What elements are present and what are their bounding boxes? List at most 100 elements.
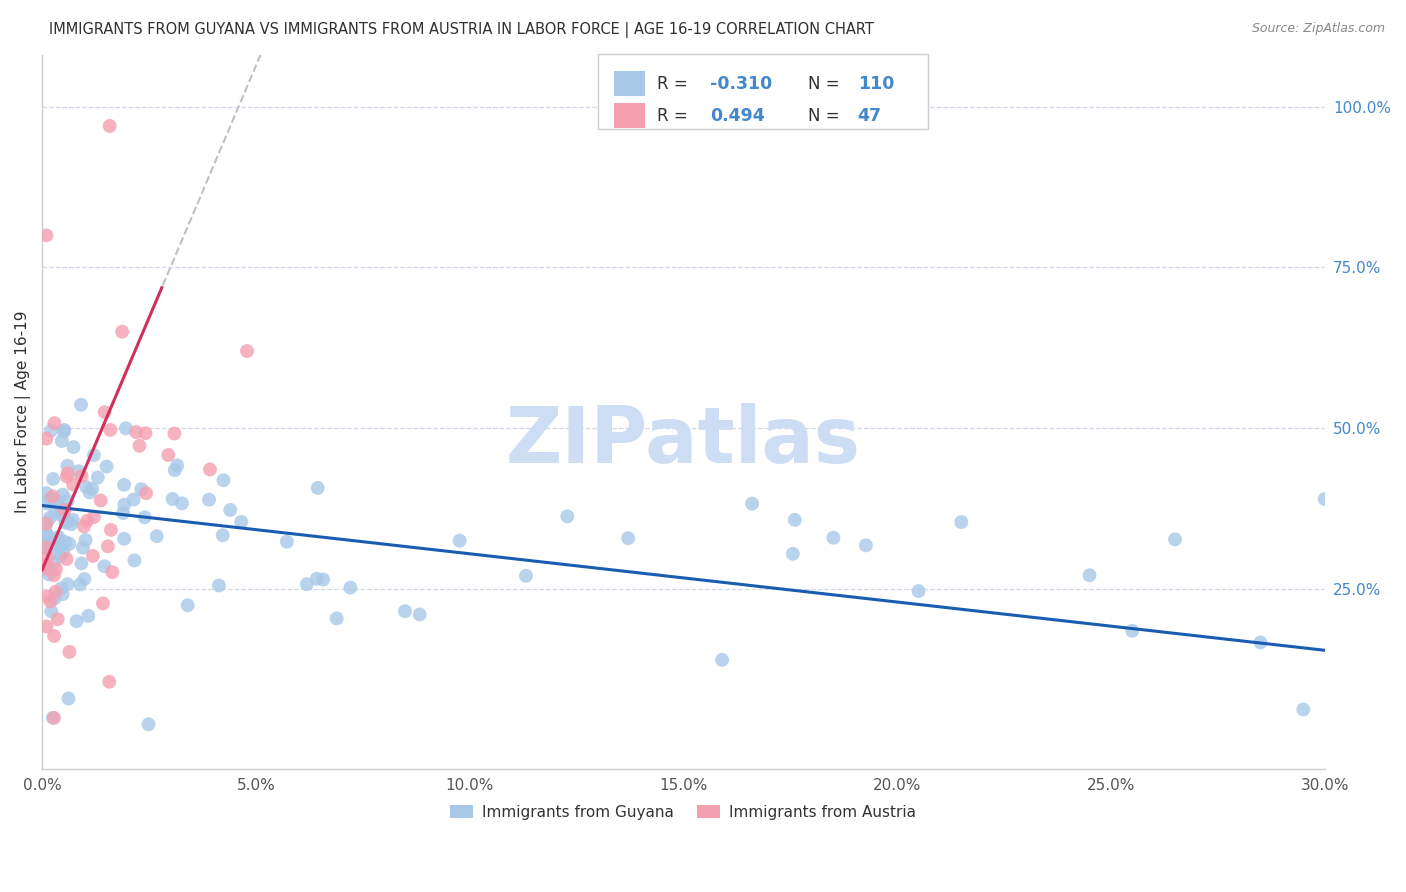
Point: [39, 491, 62, 506]
Point: [52, 544, 75, 558]
Point: [55, 516, 77, 530]
Text: 47: 47: [858, 107, 882, 125]
Point: [449, 533, 471, 548]
Point: [37, 590, 59, 604]
Point: [35, 541, 58, 555]
Point: [53, 503, 76, 517]
Point: [295, 577, 318, 591]
Point: [1121, 624, 1143, 638]
Point: [231, 515, 253, 529]
Point: [93, 559, 115, 574]
Point: [56, 458, 79, 473]
Point: [75, 480, 97, 494]
Point: [46, 546, 69, 560]
Point: [1313, 491, 1336, 506]
Text: R =: R =: [657, 107, 693, 125]
Point: [46, 533, 69, 547]
Point: [112, 506, 135, 520]
Point: [46, 612, 69, 626]
Point: [70, 398, 93, 412]
Point: [42, 711, 65, 725]
Point: [69, 577, 91, 591]
Point: [907, 584, 929, 599]
Point: [134, 510, 156, 524]
Point: [91, 596, 114, 610]
Text: R =: R =: [657, 75, 693, 93]
Point: [741, 497, 763, 511]
Point: [35, 562, 58, 576]
Point: [97, 540, 120, 554]
Point: [35, 516, 58, 531]
Point: [62, 477, 84, 491]
Point: [128, 439, 150, 453]
Point: [45, 562, 67, 576]
Point: [52, 503, 75, 517]
Point: [305, 572, 328, 586]
Point: [65, 614, 87, 628]
Text: 110: 110: [858, 75, 894, 93]
Point: [35, 516, 58, 530]
Point: [111, 325, 134, 339]
Point: [93, 405, 115, 419]
Legend: Immigrants from Guyana, Immigrants from Austria: Immigrants from Guyana, Immigrants from …: [444, 798, 922, 826]
Point: [42, 472, 65, 486]
Text: Source: ZipAtlas.com: Source: ZipAtlas.com: [1251, 22, 1385, 36]
Point: [208, 578, 231, 592]
Point: [58, 691, 80, 706]
Point: [98, 119, 121, 133]
Point: [823, 531, 845, 545]
Point: [98, 674, 121, 689]
Point: [176, 599, 198, 613]
Text: -0.310: -0.310: [710, 75, 772, 93]
Point: [77, 608, 100, 623]
Point: [79, 485, 101, 500]
Point: [90, 493, 112, 508]
Point: [35, 527, 58, 541]
Point: [49, 540, 72, 554]
Point: [617, 531, 640, 545]
Point: [60, 517, 83, 532]
Point: [44, 506, 66, 520]
Point: [325, 611, 347, 625]
Point: [44, 591, 66, 606]
Point: [408, 607, 430, 622]
Point: [122, 492, 145, 507]
Point: [56, 494, 79, 508]
Point: [163, 463, 186, 477]
Point: [39, 604, 62, 618]
Point: [198, 492, 221, 507]
Point: [42, 711, 65, 725]
Point: [138, 717, 160, 731]
Point: [52, 587, 75, 601]
Point: [35, 496, 58, 510]
Point: [855, 538, 877, 552]
Point: [112, 532, 135, 546]
Point: [39, 424, 62, 438]
Point: [58, 537, 80, 551]
Point: [35, 228, 58, 243]
Point: [73, 572, 96, 586]
Point: [339, 581, 361, 595]
Point: [114, 421, 136, 435]
Point: [219, 503, 242, 517]
Point: [163, 426, 186, 441]
Point: [83, 448, 105, 462]
Point: [515, 568, 537, 582]
Point: [1164, 533, 1187, 547]
Point: [145, 529, 167, 543]
Point: [1292, 702, 1315, 716]
Point: [125, 425, 148, 439]
Point: [276, 534, 298, 549]
Point: [70, 557, 93, 571]
Text: 0.494: 0.494: [710, 107, 765, 125]
Point: [35, 619, 58, 633]
Point: [394, 604, 416, 618]
Point: [44, 584, 66, 599]
Point: [35, 541, 58, 555]
Point: [42, 557, 65, 571]
Point: [711, 653, 734, 667]
Point: [35, 526, 58, 541]
Point: [82, 549, 104, 563]
Point: [53, 425, 76, 439]
Point: [162, 491, 184, 506]
